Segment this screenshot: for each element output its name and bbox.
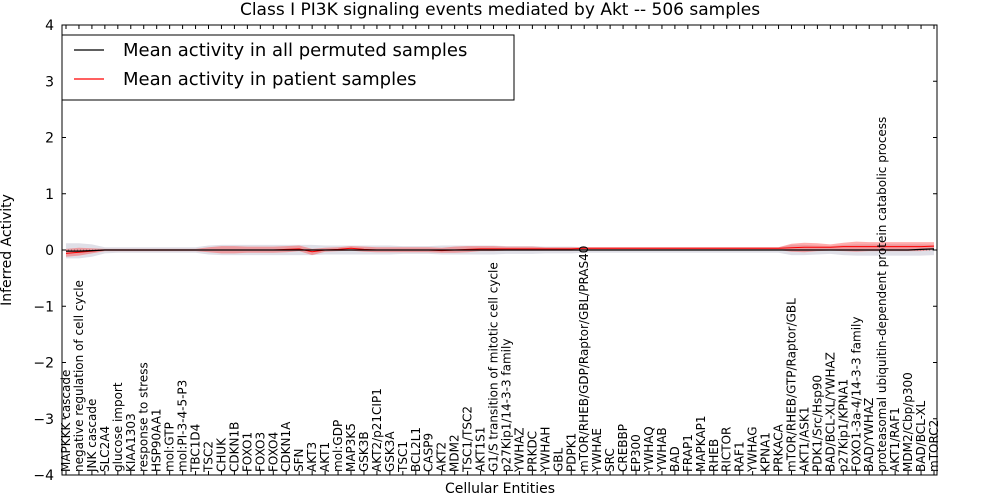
category-label-layer: MAPKKK cascade negative regulation of cel… — [59, 117, 941, 473]
x-category-label: GBL — [551, 447, 565, 472]
x-category-label: TSC1 — [396, 441, 410, 473]
x-category-label: mol:GDP — [331, 420, 345, 472]
x-category-label: PDK1/Src/Hsp90 — [810, 375, 824, 472]
x-category-label: CHUK — [215, 437, 229, 472]
x-category-label: mol:GTP — [163, 422, 177, 472]
x-category-label: SLC2A4 — [98, 426, 112, 472]
x-category-label: PRKACA — [772, 423, 786, 472]
x-category-label: BAD/BCL-XL/YWHAZ — [823, 352, 837, 472]
x-category-label: SRC — [603, 448, 617, 472]
plot-frame — [61, 24, 938, 476]
y-tick-label: −1 — [33, 299, 54, 315]
x-category-label: AKT1S1 — [474, 427, 488, 472]
x-category-label: AKT1 — [318, 442, 332, 472]
legend-box — [61, 34, 515, 101]
x-category-label: CASP9 — [422, 433, 436, 472]
y-tick-label: −4 — [33, 468, 54, 484]
y-tick-label: −3 — [33, 412, 54, 428]
x-category-label: RICTOR — [720, 427, 734, 472]
y-tick-label: 4 — [45, 18, 54, 34]
legend: Mean activity in all permuted samples Me… — [61, 34, 515, 101]
x-category-label: mol:PI-3-4-5-P3 — [176, 380, 190, 472]
line-layer — [62, 245, 937, 254]
y-tick-label: 3 — [45, 74, 54, 90]
x-category-label: JNK cascade — [85, 399, 99, 473]
x-category-label: YWHAH — [538, 427, 552, 473]
x-category-label: EP300 — [629, 434, 643, 472]
x-category-label: glucose import — [111, 382, 125, 472]
x-category-label: MAPKKK cascade — [59, 370, 73, 472]
x-category-label: FRAP1 — [681, 434, 695, 472]
x-category-label: FOXO3 — [253, 432, 267, 472]
x-category-label: MDM2 — [448, 434, 462, 472]
legend-label-patient: Mean activity in patient samples — [123, 69, 417, 90]
x-category-label: KIAA1303 — [124, 413, 138, 472]
x-category-label: BAD — [668, 446, 682, 472]
x-category-label: mTOR/RHEB/GDP/Raptor/GBL/PRAS40 — [577, 246, 591, 472]
x-category-label: negative regulation of cell cycle — [72, 280, 86, 472]
x-category-label: proteasomal ubiquitin-dependent protein … — [875, 117, 889, 472]
y-tick-label: 1 — [45, 187, 54, 203]
x-category-label: AKT1/ASK1 — [797, 407, 811, 472]
x-category-label: AKT1/RAF1 — [888, 407, 902, 472]
x-category-label: FOXO4 — [266, 432, 280, 472]
x-category-label: GSK3B — [357, 431, 371, 472]
x-category-label: FOXO1-3a-4/14-3-3 family — [849, 317, 863, 473]
x-category-label: TSC2 — [202, 441, 216, 473]
series-line-permuted — [66, 248, 935, 252]
tick-layer: −4 −3 −2 −1 0 1 2 3 4 — [33, 18, 937, 484]
x-category-label: response to stress — [137, 362, 151, 472]
x-category-label: p27Kip1/14-3-3 family — [500, 339, 514, 472]
x-category-label: p27Kip1/KPNA1 — [836, 379, 850, 472]
x-category-label: BCL2L1 — [409, 427, 423, 472]
x-category-label: YWHAG — [746, 426, 760, 473]
x-category-label: YWHAE — [590, 428, 604, 473]
x-category-label: RAF1 — [733, 441, 747, 472]
y-axis-label: Inferred Activity — [0, 194, 15, 306]
chart-title: Class I PI3K signaling events mediated b… — [240, 0, 760, 20]
legend-label-permuted: Mean activity in all permuted samples — [123, 40, 467, 61]
y-tick-label: 2 — [45, 131, 54, 147]
x-category-label: RHEB — [707, 439, 721, 472]
x-category-label: GSK3A — [383, 431, 397, 472]
x-category-label: KPNA1 — [759, 432, 773, 472]
x-category-label: MDM2/Cbp/p300 — [901, 372, 915, 472]
x-category-label: YWHAB — [655, 427, 669, 473]
y-tick-label: −2 — [33, 356, 54, 372]
x-category-label: PRKDC — [525, 431, 539, 472]
x-category-label: FOXO1 — [240, 432, 254, 472]
x-category-label: CDKN1A — [279, 421, 293, 472]
x-category-label: mTORC2 — [927, 420, 941, 472]
y-tick-label: 0 — [45, 243, 54, 259]
x-category-label: mTOR/RHEB/GTP/Raptor/GBL — [785, 298, 799, 472]
x-category-label: YWHAQ — [642, 426, 656, 473]
x-axis-label: Cellular Entities — [445, 481, 555, 497]
x-category-label: AKT2 — [435, 442, 449, 472]
x-category-label: AKT3 — [305, 442, 319, 472]
x-category-label: BAD/BCL-XL — [914, 400, 928, 472]
x-category-label: SFN — [292, 449, 306, 473]
x-category-label: MAPKAP1 — [694, 415, 708, 472]
x-category-label: TBC1D4 — [189, 424, 203, 473]
x-category-label: BAD/YWHAZ — [862, 398, 876, 472]
x-category-label: TSC1/TSC2 — [461, 406, 475, 473]
x-category-label: CDKN1B — [227, 422, 241, 472]
x-category-label: CREBBP — [616, 424, 630, 472]
x-category-label: MAP3K5 — [344, 423, 358, 472]
x-category-label: AKT2/p21CIP1 — [370, 388, 384, 472]
x-category-label: PDPK1 — [564, 433, 578, 472]
band-permuted — [66, 243, 934, 259]
x-category-label: YWHAZ — [512, 427, 526, 473]
x-category-label: G1/S transition of mitotic cell cycle — [487, 262, 501, 472]
x-category-label: HSP90AA1 — [150, 408, 164, 472]
